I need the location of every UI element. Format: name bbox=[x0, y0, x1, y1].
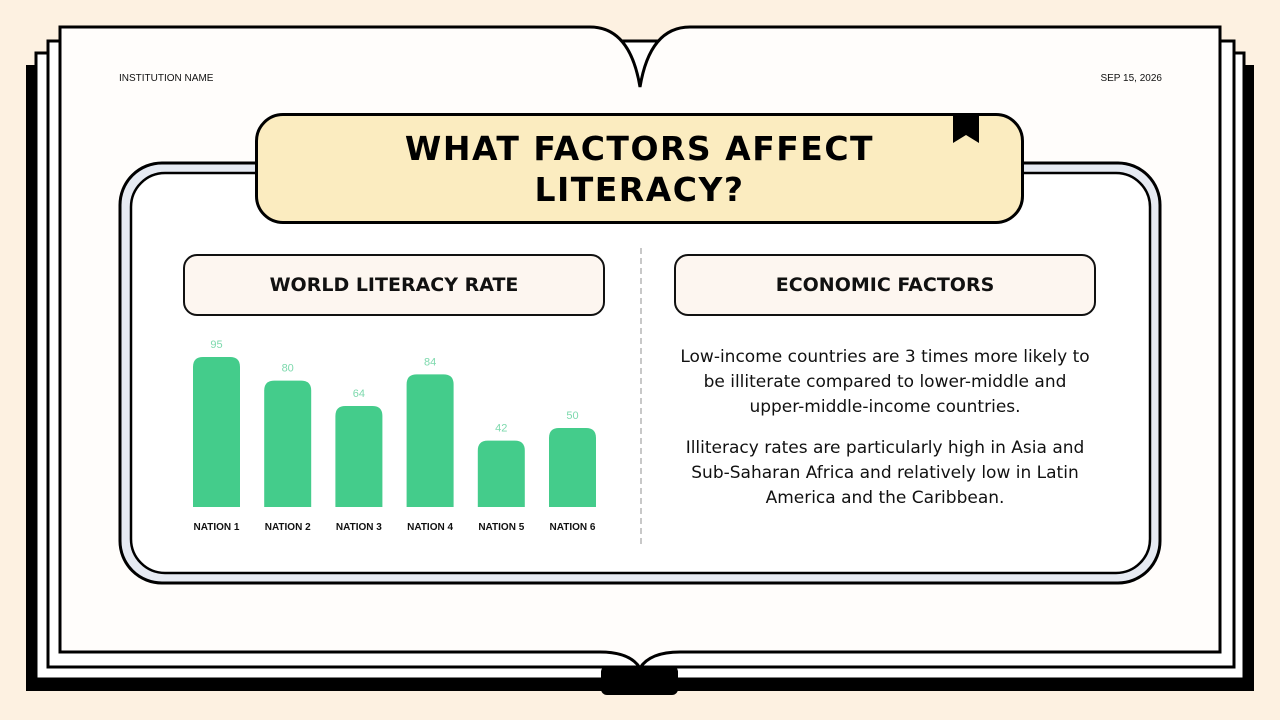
bar-5 bbox=[477, 440, 525, 507]
category-label: NATION 2 bbox=[265, 522, 311, 533]
paragraph: Low-income countries are 3 times more li… bbox=[680, 347, 1090, 417]
category-label: NATION 3 bbox=[336, 522, 382, 533]
bar-4 bbox=[406, 374, 454, 507]
data-label: 64 bbox=[353, 388, 365, 400]
literacy-bar-chart: 95 NATION 1 80 NATION 2 64 NATION 3 84 NATION 4… bbox=[193, 339, 596, 533]
institution-name: INSTITUTION NAME bbox=[119, 73, 214, 84]
divider bbox=[640, 248, 642, 544]
title-banner: WHAT FACTORS AFFECT LITERACY? bbox=[255, 113, 1024, 224]
date: SEP 15, 2026 bbox=[1100, 73, 1162, 84]
world-literacy-heading: WORLD LITERACY RATE bbox=[183, 254, 605, 316]
bar-2 bbox=[264, 380, 312, 507]
bookmark-icon bbox=[953, 116, 979, 143]
bar-1 bbox=[193, 357, 240, 507]
data-label: 42 bbox=[495, 423, 507, 435]
data-label: 95 bbox=[210, 339, 222, 351]
page-title: WHAT FACTORS AFFECT LITERACY? bbox=[404, 128, 875, 209]
category-label: NATION 6 bbox=[550, 522, 596, 533]
bar-6 bbox=[549, 428, 596, 507]
data-label: 84 bbox=[424, 356, 436, 368]
bar-3 bbox=[335, 405, 383, 507]
category-label: NATION 5 bbox=[478, 522, 524, 533]
paragraph: Illiteracy rates are particularly high i… bbox=[685, 438, 1085, 508]
economic-factors-text: Low-income countries are 3 times more li… bbox=[675, 345, 1095, 527]
economic-factors-heading: ECONOMIC FACTORS bbox=[674, 254, 1096, 316]
data-label: 80 bbox=[282, 363, 294, 375]
category-label: NATION 1 bbox=[194, 522, 240, 533]
category-label: NATION 4 bbox=[407, 522, 453, 533]
data-label: 50 bbox=[566, 410, 578, 422]
